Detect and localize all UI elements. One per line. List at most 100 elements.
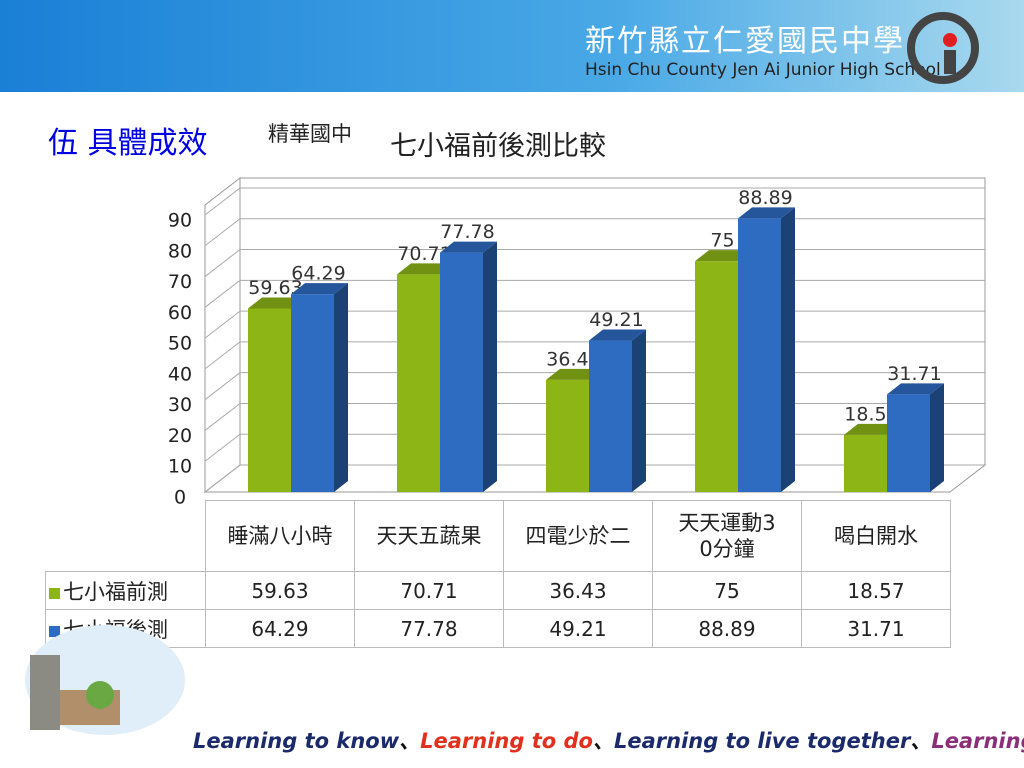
bar-top: [738, 207, 795, 219]
slogan-part: Learning to be: [931, 729, 1024, 753]
table-value: 64.29: [205, 609, 355, 648]
legend-label: 七小福前測: [63, 579, 168, 604]
logo: [907, 12, 979, 84]
y-tick-label: 50: [168, 333, 192, 355]
bar-side: [334, 283, 348, 492]
category-cell: 天天五蔬果: [354, 500, 504, 572]
bar-front: [291, 294, 334, 492]
grid-line: [204, 218, 985, 247]
data-label: 59.63: [248, 277, 302, 299]
campus-image: [25, 625, 185, 735]
x-tick-label: 天天五蔬果: [376, 524, 482, 548]
bar-top: [248, 297, 305, 309]
data-label: 49.21: [589, 309, 643, 331]
series-row: 七小福前測 59.63 70.71 36.43 75 18.57: [45, 571, 951, 610]
bar-front: [440, 252, 483, 492]
x-tick-label: 四電少於二: [525, 524, 631, 548]
slogan-part: Learning to do: [420, 729, 593, 753]
slogan-part: 、: [399, 729, 421, 753]
table-value: 70.71: [354, 571, 504, 610]
bar: [589, 329, 646, 492]
table-value: 59.63: [205, 571, 355, 610]
y-tick-label: 40: [168, 363, 192, 385]
bar-top: [844, 423, 901, 435]
category-cell: 天天運動30分鐘: [652, 500, 802, 572]
category-row: 睡滿八小時 天天五蔬果 四電少於二 天天運動30分鐘 喝白開水: [46, 500, 951, 572]
data-table: 睡滿八小時 天天五蔬果 四電少於二 天天運動30分鐘 喝白開水七小福前測 59.63 70.…: [45, 500, 951, 648]
data-label: 18.57: [844, 403, 898, 425]
table-value: 36.43: [503, 571, 653, 610]
legend-swatch: [49, 625, 60, 637]
empty-cell: [46, 501, 206, 572]
y-tick-label: 30: [168, 394, 192, 416]
category-cell: 四電少於二: [503, 500, 653, 572]
bar-side: [632, 329, 646, 492]
legend-swatch: [49, 587, 60, 599]
table-value: 88.89: [652, 609, 802, 648]
bar-front: [546, 379, 589, 492]
category-cell: 睡滿八小時: [205, 500, 355, 572]
data-label: 31.71: [887, 363, 941, 385]
slogan-part: 、: [592, 729, 614, 753]
side-wall: [204, 176, 241, 494]
data-label: 70.71: [397, 243, 451, 265]
bar-front: [738, 218, 781, 493]
y-tick-label: 10: [168, 456, 192, 478]
bar-front: [397, 274, 440, 492]
school-name-en: Hsin Chu County Jen Ai Junior High Schoo…: [585, 60, 941, 80]
x-tick-label: 天天運動30分鐘: [678, 511, 776, 561]
x-tick-label: 睡滿八小時: [227, 524, 333, 548]
bar-top: [440, 241, 497, 253]
table-value: 77.78: [354, 609, 504, 648]
bar-top: [397, 263, 454, 275]
bar-front: [248, 308, 291, 492]
table-value: 75: [652, 571, 802, 610]
data-label: 88.89: [738, 187, 792, 209]
y-tick-label: 80: [168, 240, 192, 262]
subtitle: 精華國中: [268, 122, 352, 146]
data-label: 36.43: [546, 348, 600, 370]
grid-line: [204, 249, 985, 277]
bar: [887, 383, 944, 492]
bar-side: [781, 207, 795, 493]
bar-front: [887, 394, 930, 492]
section-title: 伍 具體成效: [48, 126, 208, 161]
bar-top: [887, 383, 944, 395]
bar-top: [695, 250, 752, 262]
chart-title: 七小福前後測比較: [390, 131, 606, 162]
slogan-part: Learning to live together: [613, 729, 911, 753]
bar-top: [589, 329, 646, 341]
bar-front: [844, 434, 887, 492]
school-name: 新竹縣立仁愛國民中學: [585, 24, 905, 59]
table-value: 31.71: [801, 609, 951, 648]
category-cell: 喝白開水: [801, 500, 951, 572]
y-tick-label: 0: [174, 487, 186, 509]
slogan: Learning to know、Learning to do、Learning…: [193, 725, 1024, 755]
bar-top: [291, 283, 348, 295]
y-tick-label: 70: [168, 271, 192, 293]
bar-front: [589, 340, 632, 492]
legend-cell: 七小福前測: [45, 571, 206, 610]
data-label: 77.78: [440, 221, 494, 243]
bar-top: [546, 368, 603, 380]
x-tick-label: 喝白開水: [834, 524, 918, 548]
table-value: 49.21: [503, 609, 653, 648]
y-tick-label: 60: [168, 302, 192, 324]
slogan-part: Learning to know: [193, 729, 400, 753]
data-label: 64.29: [291, 263, 345, 285]
bar-front: [695, 261, 738, 492]
table-value: 18.57: [801, 571, 951, 610]
grid-line: [204, 187, 985, 216]
bar: [291, 283, 348, 492]
bar: [738, 207, 795, 493]
header-bar: [0, 0, 1024, 92]
y-tick-label: 90: [168, 210, 192, 232]
data-label: 75: [710, 230, 734, 252]
bar-side: [483, 241, 497, 492]
bar: [440, 241, 497, 492]
slogan-part: 、: [910, 729, 932, 753]
bar-side: [930, 383, 944, 492]
